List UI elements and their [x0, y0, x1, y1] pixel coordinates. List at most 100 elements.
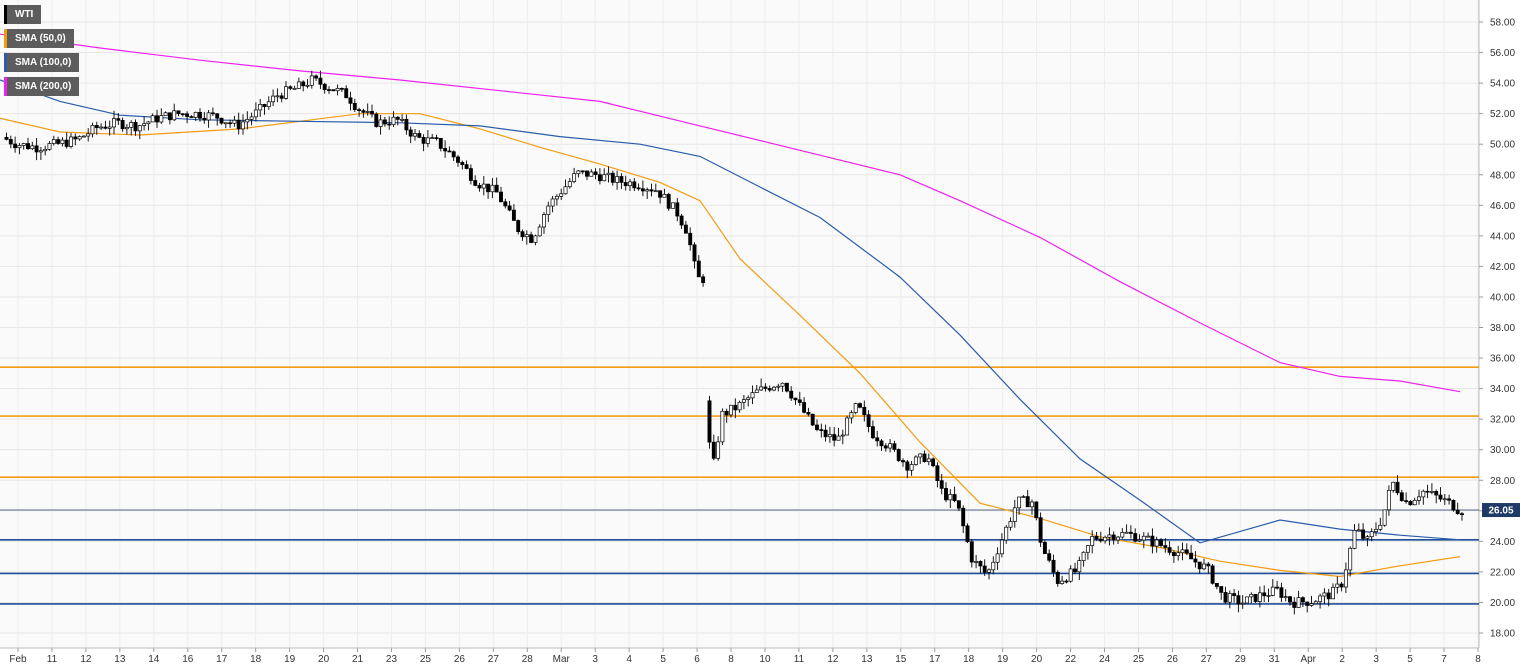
candle-body	[481, 183, 486, 189]
candle-body	[249, 116, 254, 120]
candle-body	[142, 123, 147, 126]
candle-body	[1245, 596, 1249, 604]
candle-body	[724, 410, 729, 416]
x-tick-label: 7	[1441, 654, 1447, 665]
candle-body	[1180, 549, 1185, 554]
candle-body	[210, 112, 215, 115]
candle-body	[610, 172, 615, 183]
candle-body	[219, 117, 224, 124]
candle-body	[1395, 481, 1400, 494]
legend-item[interactable]: WTI	[4, 5, 42, 24]
candle-body	[1236, 595, 1241, 605]
candle-body	[425, 137, 430, 144]
candle-body	[1386, 490, 1391, 511]
y-tick-label: 54.00	[1490, 79, 1515, 90]
legend-item[interactable]: SMA (50,0)	[4, 29, 74, 48]
candle-body	[1425, 490, 1430, 493]
candle-body	[939, 480, 944, 489]
candle-body	[374, 113, 379, 127]
candle-body	[331, 89, 336, 92]
legend-item[interactable]: SMA (200,0)	[4, 77, 80, 96]
candle-body	[17, 145, 22, 149]
candle-body	[746, 397, 751, 400]
candle-body	[1322, 592, 1327, 597]
candle-body	[741, 399, 746, 403]
y-tick-label: 58.00	[1490, 18, 1515, 29]
candle-body	[1038, 517, 1043, 543]
y-tick-label: 48.00	[1490, 170, 1515, 181]
candle-body	[836, 435, 841, 441]
x-tick-label: 10	[759, 654, 771, 665]
candle-body	[995, 553, 1000, 563]
candle-body	[1008, 521, 1013, 528]
candle-body	[1283, 596, 1288, 598]
candle-body	[1438, 494, 1443, 500]
candle-body	[849, 412, 854, 419]
candle-body	[832, 434, 837, 441]
candle-body	[288, 86, 293, 89]
candle-body	[417, 133, 422, 138]
candle-body	[1275, 586, 1280, 589]
price-tag-box	[1482, 503, 1520, 518]
candle-body	[576, 170, 581, 175]
x-tick-label: Feb	[9, 654, 27, 665]
candle-body	[658, 190, 663, 198]
candle-body	[944, 488, 948, 501]
candle-body	[1460, 513, 1464, 516]
candle-body	[883, 445, 888, 449]
candle-body	[1116, 536, 1120, 541]
candle-body	[733, 404, 738, 411]
candle-body	[1068, 568, 1073, 582]
candle-body	[1262, 592, 1267, 597]
candle-body	[853, 403, 858, 413]
candle-body	[511, 209, 516, 221]
candle-body	[77, 136, 82, 140]
candle-body	[275, 95, 280, 98]
candle-body	[776, 385, 781, 388]
candle-body	[978, 561, 983, 567]
x-tick-label: 19	[997, 654, 1009, 665]
x-tick-label: 26	[1167, 654, 1179, 665]
candle-body	[1214, 582, 1219, 587]
candle-body	[892, 443, 897, 450]
x-tick-label: 29	[1235, 654, 1247, 665]
x-tick-label: 22	[1065, 654, 1077, 665]
price-tag: 26.05	[1488, 506, 1513, 517]
x-tick-label: 2	[1339, 654, 1345, 665]
candle-body	[679, 215, 684, 226]
candle-body	[1167, 547, 1172, 553]
y-tick-label: 20.00	[1490, 598, 1515, 609]
candle-body	[1429, 491, 1434, 493]
candle-body	[1012, 507, 1017, 522]
candle-body	[935, 465, 940, 481]
candle-body	[784, 382, 789, 392]
y-tick-label: 52.00	[1490, 109, 1515, 120]
candle-body	[767, 388, 772, 391]
x-tick-label: 14	[148, 654, 160, 665]
candle-body	[819, 429, 824, 431]
candle-body	[1343, 569, 1348, 588]
candle-body	[671, 202, 675, 209]
candle-body	[1442, 498, 1447, 501]
candle-body	[1193, 558, 1198, 563]
candle-body	[305, 84, 310, 87]
legend-item[interactable]: SMA (100,0)	[4, 53, 80, 72]
candle-body	[335, 87, 340, 92]
y-tick-label: 24.00	[1490, 537, 1515, 548]
candle-body	[1111, 534, 1116, 541]
x-tick-label: 3	[592, 654, 598, 665]
candle-body	[802, 402, 807, 413]
legend-swatch	[4, 5, 7, 24]
candle-body	[711, 441, 716, 459]
candle-body	[1202, 563, 1206, 570]
x-tick-label: 16	[182, 654, 194, 665]
candle-body	[1103, 536, 1108, 542]
x-tick-label: 13	[114, 654, 126, 665]
candle-body	[913, 456, 918, 465]
candle-body	[468, 168, 473, 181]
candle-body	[1339, 583, 1344, 588]
candle-body	[352, 102, 357, 110]
candle-body	[1051, 559, 1056, 573]
x-tick-label: 20	[318, 654, 330, 665]
